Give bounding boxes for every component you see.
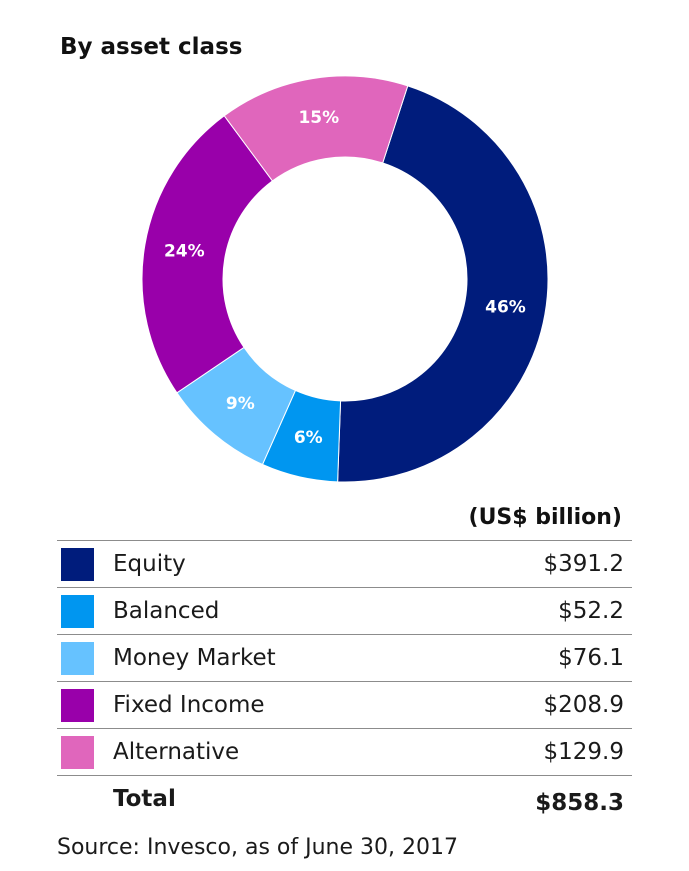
legend-row-money-market: Money Market $76.1 xyxy=(57,635,632,682)
legend-row-equity: Equity $391.2 xyxy=(57,541,632,588)
donut-slice-alternative xyxy=(223,75,409,182)
unit-label: (US$ billion) xyxy=(468,505,622,530)
legend-label: Balanced xyxy=(113,598,220,624)
legend-label: Money Market xyxy=(113,645,276,671)
money-market-swatch xyxy=(61,642,94,675)
legend-row-alternative: Alternative $129.9 xyxy=(57,729,632,776)
total-label: Total xyxy=(113,786,176,812)
legend-value: $76.1 xyxy=(558,645,624,671)
donut-chart: 46% 6% 9% 24% 15% xyxy=(141,75,549,483)
balanced-swatch xyxy=(61,595,94,628)
source-note: Source: Invesco, as of June 30, 2017 xyxy=(57,835,458,860)
slice-percent-label: 24% xyxy=(164,242,205,262)
fixed-income-swatch xyxy=(61,689,94,722)
chart-title: By asset class xyxy=(60,34,243,60)
slice-percent-label: 9% xyxy=(226,394,255,414)
total-row: Total $858.3 xyxy=(57,776,632,822)
legend-row-balanced: Balanced $52.2 xyxy=(57,588,632,635)
legend-label: Equity xyxy=(113,551,186,577)
donut-slice-equity xyxy=(337,85,549,483)
slice-percent-label: 46% xyxy=(485,297,526,317)
legend-label: Fixed Income xyxy=(113,692,265,718)
total-value: $858.3 xyxy=(535,790,624,816)
alternative-swatch xyxy=(61,736,94,769)
legend-value: $391.2 xyxy=(543,551,624,577)
legend-row-fixed-income: Fixed Income $208.9 xyxy=(57,682,632,729)
legend-table: Equity $391.2 Balanced $52.2 Money Marke… xyxy=(57,540,632,822)
legend-value: $52.2 xyxy=(558,598,624,624)
legend-value: $208.9 xyxy=(543,692,624,718)
legend-value: $129.9 xyxy=(543,739,624,765)
slice-percent-label: 6% xyxy=(294,428,323,448)
donut-slice-fixed-income xyxy=(141,115,274,394)
equity-swatch xyxy=(61,548,94,581)
slice-percent-label: 15% xyxy=(298,108,339,128)
legend-label: Alternative xyxy=(113,739,240,765)
